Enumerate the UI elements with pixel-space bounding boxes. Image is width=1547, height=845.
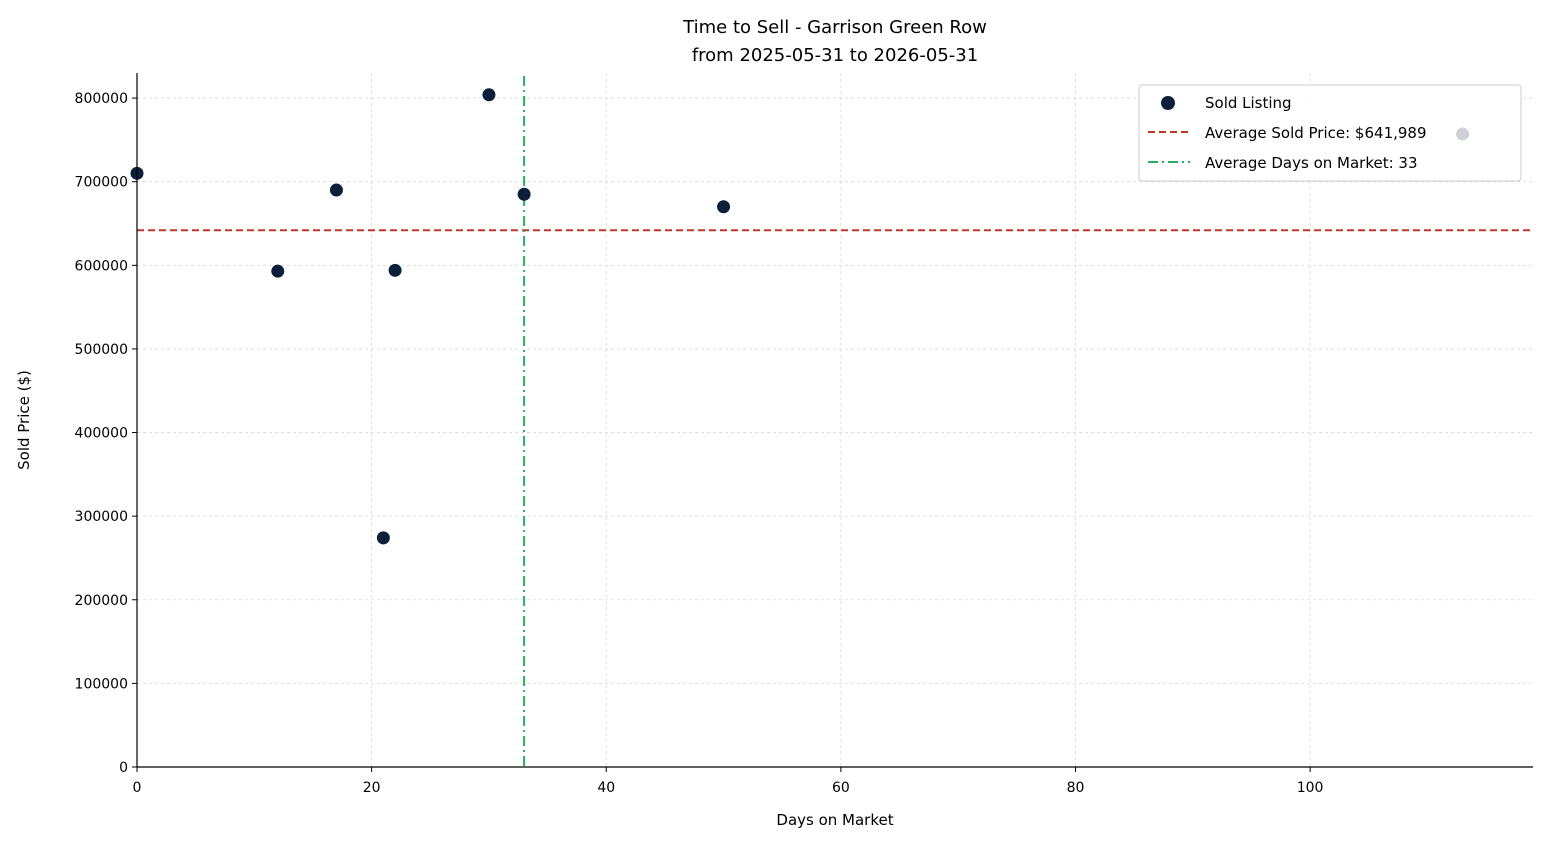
- legend-box: [1138, 84, 1522, 182]
- y-tick-label: 100000: [75, 676, 128, 692]
- axes: [136, 73, 1533, 768]
- y-tick-label: 800000: [75, 91, 128, 107]
- legend-marker-sold-listing: [1161, 96, 1175, 110]
- legend-label-sold-listing: Sold Listing: [1205, 94, 1292, 112]
- legend: Sold Listing Average Sold Price: $641,98…: [1138, 84, 1522, 182]
- data-point: [271, 264, 285, 278]
- data-point: [329, 183, 343, 197]
- x-tick-label: 40: [597, 780, 615, 796]
- y-tick-label: 0: [119, 760, 128, 776]
- legend-label-avg-price: Average Sold Price: $641,989: [1205, 124, 1427, 142]
- chart-subtitle: from 2025-05-31 to 2026-05-31: [692, 45, 978, 66]
- y-tick-label: 700000: [75, 175, 128, 191]
- y-tick-label: 200000: [75, 593, 128, 609]
- y-tick-label: 600000: [75, 258, 128, 274]
- y-tick-label: 400000: [75, 426, 128, 442]
- x-tick-label: 100: [1297, 780, 1324, 796]
- x-ticks: 0 20 40 60 80 100: [133, 767, 1324, 796]
- data-point: [388, 263, 402, 277]
- y-ticks: 0 100000 200000 300000 400000 500000 600000 700…: [75, 91, 137, 776]
- data-point: [717, 200, 731, 214]
- x-tick-label: 80: [1067, 780, 1085, 796]
- x-tick-label: 60: [832, 780, 850, 796]
- x-tick-label: 0: [133, 780, 142, 796]
- data-point: [482, 88, 496, 102]
- data-point: [517, 187, 531, 201]
- y-tick-label: 500000: [75, 342, 128, 358]
- legend-label-avg-days: Average Days on Market: 33: [1205, 154, 1418, 172]
- x-tick-label: 20: [363, 780, 381, 796]
- x-axis-label: Days on Market: [776, 811, 893, 829]
- y-axis-label: Sold Price ($): [15, 370, 33, 470]
- y-tick-label: 300000: [75, 509, 128, 525]
- data-point: [376, 531, 390, 545]
- chart-title: Time to Sell - Garrison Green Row: [682, 17, 987, 38]
